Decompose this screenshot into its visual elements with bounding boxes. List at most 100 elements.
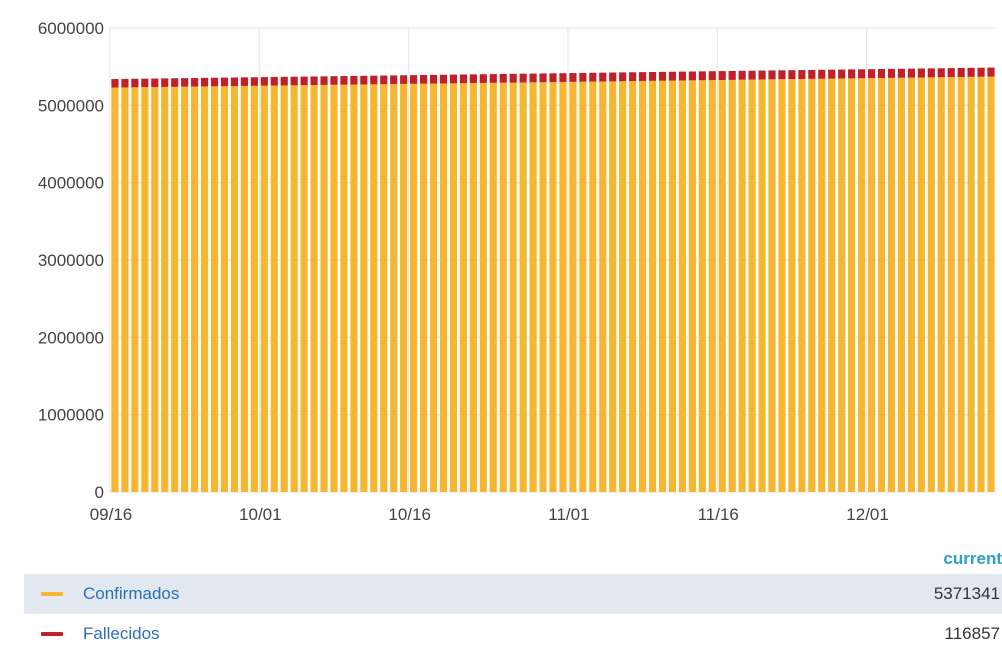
bar-confirmados[interactable]: [370, 84, 378, 493]
bar-confirmados[interactable]: [738, 79, 746, 493]
bar-confirmados[interactable]: [210, 86, 219, 493]
bar-confirmados[interactable]: [400, 83, 408, 492]
bar-fallecidos[interactable]: [539, 73, 547, 83]
bar-fallecidos[interactable]: [778, 70, 786, 80]
bar-confirmados[interactable]: [380, 84, 388, 493]
bar-fallecidos[interactable]: [658, 71, 667, 81]
bar-confirmados[interactable]: [848, 78, 856, 492]
bar-confirmados[interactable]: [639, 80, 647, 493]
bar-confirmados[interactable]: [987, 76, 995, 492]
bar-fallecidos[interactable]: [400, 75, 408, 84]
legend-row-fallecidos[interactable]: Fallecidos 116857: [24, 614, 1002, 654]
bar-fallecidos[interactable]: [340, 76, 348, 85]
bar-confirmados[interactable]: [121, 87, 129, 492]
bar-confirmados[interactable]: [698, 80, 706, 492]
legend-series-name[interactable]: Fallecidos: [83, 624, 160, 643]
bar-fallecidos[interactable]: [559, 73, 567, 82]
bar-confirmados[interactable]: [280, 85, 288, 492]
bar-fallecidos[interactable]: [260, 77, 268, 86]
bar-fallecidos[interactable]: [828, 69, 836, 79]
bar-fallecidos[interactable]: [499, 73, 507, 83]
bar-fallecidos[interactable]: [429, 74, 438, 84]
bar-confirmados[interactable]: [390, 84, 398, 493]
bar-fallecidos[interactable]: [589, 72, 597, 82]
bar-confirmados[interactable]: [499, 82, 507, 493]
bar-fallecidos[interactable]: [459, 74, 467, 84]
bar-fallecidos[interactable]: [758, 70, 766, 80]
bar-confirmados[interactable]: [758, 79, 766, 493]
bar-fallecidos[interactable]: [698, 71, 706, 81]
bar-fallecidos[interactable]: [818, 69, 826, 79]
bar-confirmados[interactable]: [300, 85, 308, 492]
bar-fallecidos[interactable]: [171, 78, 179, 87]
bar-confirmados[interactable]: [688, 80, 696, 492]
bar-confirmados[interactable]: [658, 80, 667, 493]
bar-confirmados[interactable]: [907, 77, 915, 493]
bar-confirmados[interactable]: [181, 86, 189, 492]
bar-confirmados[interactable]: [549, 82, 557, 492]
bar-confirmados[interactable]: [469, 83, 477, 493]
bar-fallecidos[interactable]: [181, 78, 189, 87]
bar-fallecidos[interactable]: [360, 75, 368, 85]
bar-fallecidos[interactable]: [897, 68, 906, 78]
bar-confirmados[interactable]: [778, 79, 786, 493]
bar-confirmados[interactable]: [509, 82, 517, 493]
bar-fallecidos[interactable]: [519, 73, 527, 83]
bar-fallecidos[interactable]: [967, 67, 975, 77]
bar-fallecidos[interactable]: [320, 76, 328, 85]
bar-confirmados[interactable]: [420, 83, 428, 492]
bar-fallecidos[interactable]: [230, 77, 239, 87]
bar-fallecidos[interactable]: [937, 68, 945, 78]
bar-confirmados[interactable]: [937, 77, 945, 493]
bar-confirmados[interactable]: [967, 76, 975, 492]
bar-fallecidos[interactable]: [947, 68, 955, 78]
bar-fallecidos[interactable]: [439, 74, 448, 84]
bar-fallecidos[interactable]: [290, 76, 298, 86]
bar-confirmados[interactable]: [559, 81, 567, 492]
bar-fallecidos[interactable]: [240, 77, 248, 86]
bar-fallecidos[interactable]: [141, 78, 149, 88]
bar-fallecidos[interactable]: [350, 75, 358, 85]
bar-confirmados[interactable]: [897, 77, 906, 492]
bar-fallecidos[interactable]: [768, 70, 776, 80]
bar-confirmados[interactable]: [111, 87, 119, 493]
bar-confirmados[interactable]: [290, 85, 298, 492]
bar-confirmados[interactable]: [260, 85, 268, 492]
bar-fallecidos[interactable]: [220, 77, 229, 87]
bar-confirmados[interactable]: [648, 80, 657, 493]
bar-confirmados[interactable]: [340, 84, 348, 492]
bar-fallecidos[interactable]: [210, 77, 219, 87]
bar-fallecidos[interactable]: [867, 69, 876, 79]
bar-fallecidos[interactable]: [420, 75, 428, 84]
bar-fallecidos[interactable]: [619, 72, 627, 82]
bar-confirmados[interactable]: [410, 83, 418, 492]
bar-confirmados[interactable]: [479, 82, 487, 493]
bar-fallecidos[interactable]: [708, 71, 716, 81]
bar-fallecidos[interactable]: [718, 71, 726, 80]
bar-fallecidos[interactable]: [907, 68, 915, 78]
bar-confirmados[interactable]: [728, 79, 736, 492]
bar-confirmados[interactable]: [858, 78, 866, 492]
bar-fallecidos[interactable]: [161, 78, 169, 87]
bar-confirmados[interactable]: [320, 84, 328, 492]
bar-confirmados[interactable]: [668, 80, 677, 492]
bar-confirmados[interactable]: [768, 79, 776, 493]
bar-confirmados[interactable]: [877, 77, 886, 492]
bar-fallecidos[interactable]: [509, 73, 517, 83]
bar-fallecidos[interactable]: [489, 74, 497, 83]
bar-fallecidos[interactable]: [808, 69, 816, 79]
bar-fallecidos[interactable]: [330, 76, 338, 85]
bar-confirmados[interactable]: [818, 78, 826, 492]
bar-fallecidos[interactable]: [639, 72, 647, 81]
bar-fallecidos[interactable]: [579, 72, 587, 82]
bar-confirmados[interactable]: [887, 77, 896, 492]
bar-confirmados[interactable]: [569, 81, 577, 492]
bar-confirmados[interactable]: [917, 77, 925, 493]
bar-confirmados[interactable]: [439, 83, 448, 492]
bar-fallecidos[interactable]: [370, 75, 378, 85]
legend-row-confirmados[interactable]: Confirmados 5371341: [24, 574, 1002, 614]
bar-fallecidos[interactable]: [748, 70, 756, 80]
bar-fallecidos[interactable]: [250, 77, 258, 86]
bar-fallecidos[interactable]: [280, 76, 288, 86]
bar-fallecidos[interactable]: [380, 75, 388, 85]
